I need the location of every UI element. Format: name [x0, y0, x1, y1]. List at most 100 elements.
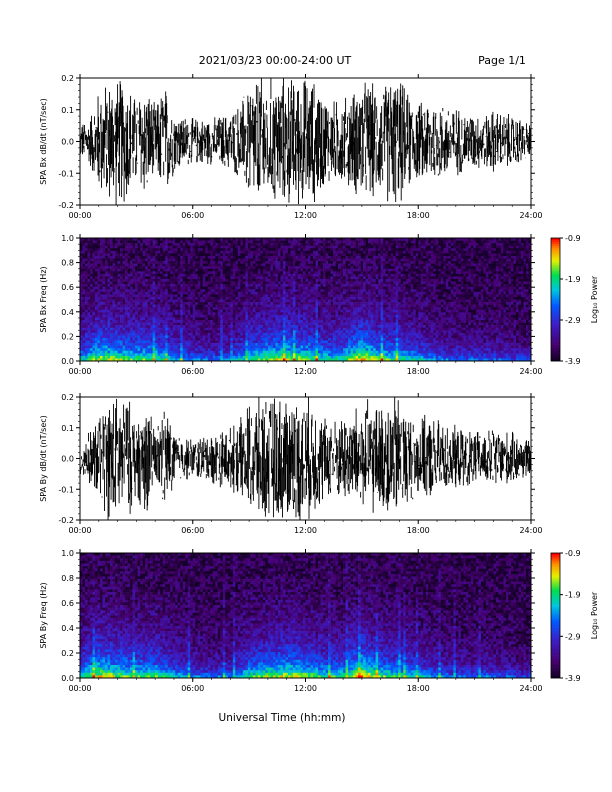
- spectrogram-cell: [150, 259, 153, 262]
- spectrogram-cell: [328, 323, 331, 326]
- spectrogram-cell: [311, 256, 314, 259]
- spectrogram-cell: [90, 279, 93, 282]
- spectrogram-cell: [240, 246, 243, 249]
- spectrogram-cell: [158, 351, 161, 354]
- spectrogram-cell: [230, 305, 233, 308]
- spectrogram-cell: [263, 356, 266, 359]
- spectrogram-cell: [240, 289, 243, 292]
- spectrogram-cell: [115, 287, 118, 290]
- spectrogram-cell: [130, 351, 133, 354]
- spectrogram-cell: [118, 256, 121, 259]
- spectrogram-cell: [275, 264, 278, 267]
- spectrogram-cell: [248, 266, 251, 269]
- spectrogram-cell: [280, 282, 283, 285]
- spectrogram-cell: [110, 259, 113, 262]
- spectrogram-cell: [223, 243, 226, 246]
- spectrogram-cell: [306, 323, 309, 326]
- spectrogram-cell: [235, 317, 238, 320]
- spectrogram-cell: [243, 243, 246, 246]
- spectrogram-cell: [93, 351, 96, 354]
- spectrogram-cell: [235, 323, 238, 326]
- spectrogram-cell: [228, 310, 231, 313]
- spectrogram-cell: [215, 256, 218, 259]
- spectrogram-cell: [321, 320, 324, 323]
- spectrogram-cell: [316, 246, 319, 249]
- spectrogram-cell: [223, 287, 226, 290]
- spectrogram-cell: [203, 317, 206, 320]
- spectrogram-cell: [115, 323, 118, 326]
- spectrogram-cell: [318, 328, 321, 331]
- spectrogram-cell: [180, 253, 183, 256]
- spectrogram-cell: [225, 241, 228, 244]
- spectrogram-cell: [306, 307, 309, 310]
- spectrogram-cell: [165, 312, 168, 315]
- spectrogram-cell: [306, 243, 309, 246]
- spectrogram-cell: [245, 282, 248, 285]
- spectrogram-cell: [190, 348, 193, 351]
- spectrogram-cell: [331, 261, 334, 264]
- spectrogram-cell: [108, 317, 111, 320]
- spectrogram-cell: [215, 348, 218, 351]
- spectrogram-cell: [180, 256, 183, 259]
- spectrogram-cell: [93, 243, 96, 246]
- spectrogram-cell: [190, 302, 193, 305]
- spectrogram-cell: [318, 330, 321, 333]
- spectrogram-cell: [105, 266, 108, 269]
- spectrogram-cell: [158, 256, 161, 259]
- spectrogram-cell: [163, 341, 166, 344]
- spectrogram-cell: [105, 256, 108, 259]
- spectrogram-cell: [105, 328, 108, 331]
- spectrogram-cell: [160, 315, 163, 318]
- spectrogram-cell: [298, 248, 301, 251]
- spectrogram-cell: [300, 271, 303, 274]
- spectrogram-cell: [170, 325, 173, 328]
- spectrogram-cell: [180, 269, 183, 272]
- spectrogram-cell: [130, 356, 133, 359]
- spectrogram-cell: [138, 266, 141, 269]
- spectrogram-cell: [95, 302, 98, 305]
- spectrogram-cell: [145, 287, 148, 290]
- spectrogram-cell: [173, 256, 176, 259]
- spectrogram-cell: [308, 259, 311, 262]
- spectrogram-cell: [220, 315, 223, 318]
- spectrogram-cell: [160, 330, 163, 333]
- spectrogram-cell: [238, 261, 241, 264]
- spectrogram-cell: [295, 282, 298, 285]
- spectrogram-cell: [145, 259, 148, 262]
- spectrogram-cell: [295, 343, 298, 346]
- spectrogram-cell: [290, 333, 293, 336]
- spectrogram-cell: [203, 338, 206, 341]
- spectrogram-cell: [203, 333, 206, 336]
- spectrogram-cell: [275, 312, 278, 315]
- spectrogram-cell: [118, 269, 121, 272]
- spectrogram-cell: [280, 294, 283, 297]
- spectrogram-cell: [173, 320, 176, 323]
- spectrogram-cell: [103, 335, 106, 338]
- spectrogram-cell: [311, 353, 314, 356]
- spectrogram-cell: [160, 256, 163, 259]
- spectrogram-cell: [240, 256, 243, 259]
- spectrogram-cell: [230, 297, 233, 300]
- spectrogram-cell: [93, 341, 96, 344]
- spectrogram-cell: [280, 307, 283, 310]
- spectrogram-cell: [83, 333, 86, 336]
- spectrogram-cell: [133, 335, 136, 338]
- spectrogram-cell: [240, 343, 243, 346]
- spectrogram-cell: [213, 356, 216, 359]
- spectrogram-cell: [90, 338, 93, 341]
- spectrogram-cell: [326, 282, 329, 285]
- spectrogram-cell: [248, 297, 251, 300]
- spectrogram-cell: [245, 307, 248, 310]
- spectrogram-cell: [321, 266, 324, 269]
- spectrogram-cell: [233, 282, 236, 285]
- spectrogram-cell: [243, 320, 246, 323]
- spectrogram-cell: [238, 274, 241, 277]
- spectrogram-cell: [295, 274, 298, 277]
- spectrogram-cell: [105, 284, 108, 287]
- spectrogram-cell: [118, 271, 121, 274]
- spectrogram-cell: [328, 341, 331, 344]
- spectrogram-cell: [208, 253, 211, 256]
- spectrogram-cell: [113, 335, 116, 338]
- spectrogram-cell: [326, 269, 329, 272]
- spectrogram-cell: [200, 269, 203, 272]
